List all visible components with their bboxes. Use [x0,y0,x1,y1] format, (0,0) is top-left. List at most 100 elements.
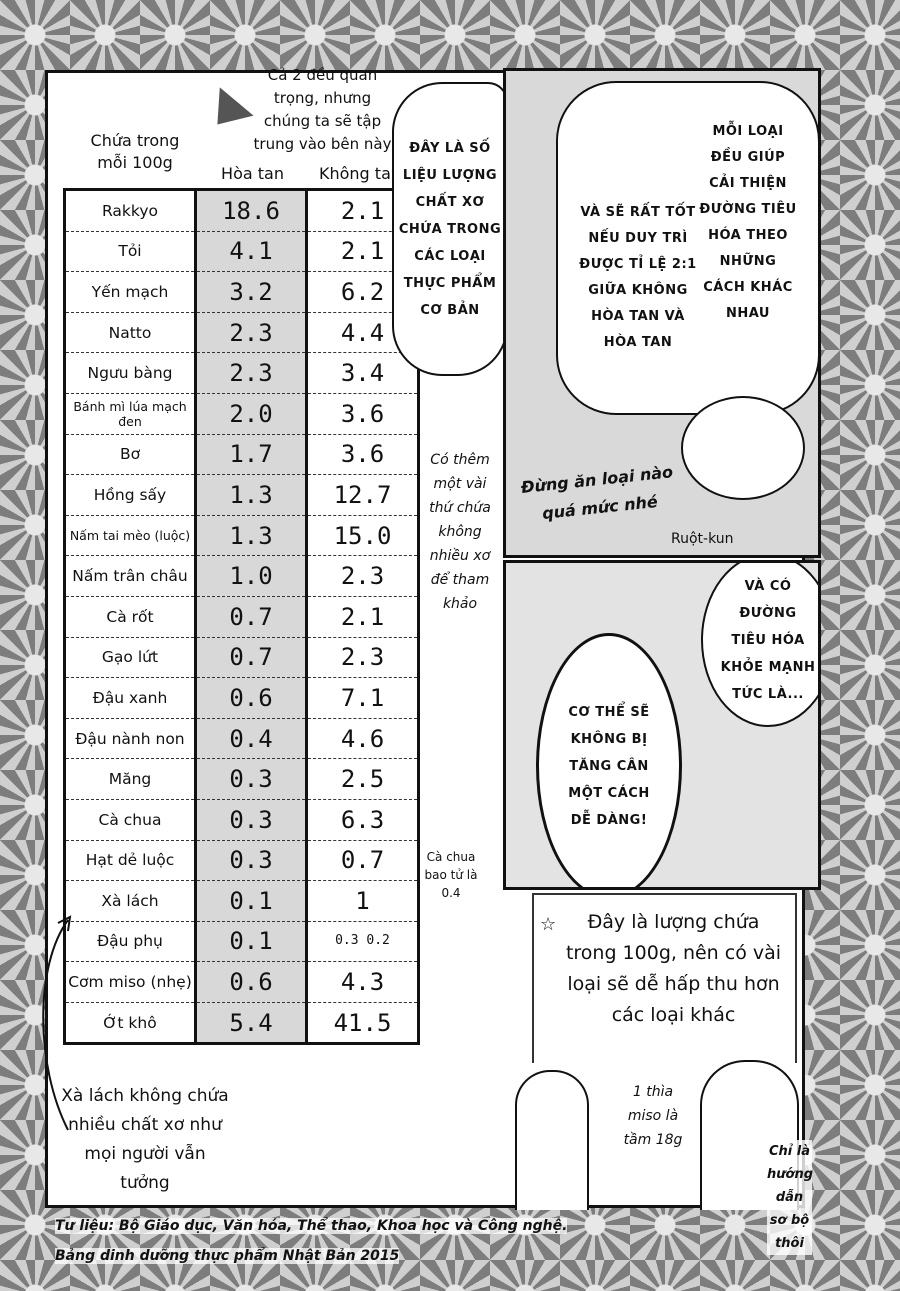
curved-arrow-icon [42,915,72,1131]
food-name: Hạt dẻ luộc [64,840,197,882]
rough-guide-note: Chỉ là hướng dẫn sơ bộ thôi [767,1140,813,1255]
dont-overeat-note: Đừng ăn loại nào quá mức nhé [520,462,674,523]
extra-items-note: Có thêm một vài thứ chứa không nhiều xơ … [429,452,491,612]
insoluble-value: 2.5 [306,758,419,800]
food-name: Xà lách [64,880,197,922]
table-row: Rakkyo 18.6 2.1 [64,189,419,232]
fiber-table: Rakkyo 18.6 2.1 Tỏi 4.1 2.1 Yến mạch 3.2 6.2 Natt… [63,188,420,1046]
soluble-value: 2.3 [195,312,308,354]
table-row: Nấm trân châu 1.0 2.3 [64,555,419,597]
table-row: Gạo lứt 0.7 2.3 [64,637,419,679]
speech-bubble-weight: CƠ THỂ SẼ KHÔNG BỊ TĂNG CÂN MỘT CÁCH DỄ … [536,633,682,887]
soluble-value: 0.7 [195,596,308,638]
speaker-label: Ruột-kun [671,531,734,547]
panel-middle-right: CƠ THỂ SẼ KHÔNG BỊ TĂNG CÂN MỘT CÁCH DỄ … [503,560,821,890]
soluble-value: 1.0 [195,555,308,597]
table-row: Cà chua 0.3 6.3 [64,799,419,841]
bubble-healthy-text: VÀ CÓ ĐƯỜNG TIÊU HÓA KHỎE MẠNH TỨC LÀ... [720,578,816,702]
speech-bubble-healthy: VÀ CÓ ĐƯỜNG TIÊU HÓA KHỎE MẠNH TỨC LÀ... [701,563,818,727]
soluble-value: 0.1 [195,921,308,963]
arrow-note: Cả 2 đều quan trọng, nhưng chúng ta sẽ t… [250,64,395,156]
soluble-value: 4.1 [195,231,308,273]
miso-spoon-note: 1 thìa miso là tầm 18g [623,1084,683,1148]
source-line-1: Tư liệu: Bộ Giáo dục, Văn hóa, Thể thao,… [55,1218,568,1234]
food-name: Cà rốt [64,596,197,638]
star-icon: ☆ [540,914,557,935]
food-name: Măng [64,758,197,800]
source-line-2: Bảng dinh dưỡng thực phẩm Nhật Bản 2015 [55,1248,400,1264]
soluble-value: 0.7 [195,637,308,679]
soluble-value: 5.4 [195,1002,308,1044]
food-name: Yến mạch [64,271,197,313]
soluble-value: 0.3 [195,758,308,800]
food-name: Bánh mì lúa mạch đen [64,393,197,435]
insoluble-value: 3.6 [306,393,419,435]
insoluble-value: 2.3 [306,555,419,597]
food-name: Hồng sấy [64,474,197,516]
soluble-value: 0.6 [195,677,308,719]
soluble-value: 2.0 [195,393,308,435]
per-100g-box: ☆ Đây là lượng chứa trong 100g, nên có v… [532,893,797,1063]
food-name: Cơm miso (nhẹ) [64,961,197,1003]
insoluble-value: 3.4 [306,352,419,394]
insoluble-value: 0.3 0.2 [306,921,419,963]
insoluble-value: 7.1 [306,677,419,719]
table-row: Xà lách 0.1 1 [64,880,419,922]
lettuce-note: Xà lách không chứa nhiều chất xơ như mọi… [61,1086,229,1193]
insoluble-value: 6.3 [306,799,419,841]
table-row: Nấm tai mèo (luộc) 1.3 15.0 [64,515,419,557]
soluble-value: 3.2 [195,271,308,313]
insoluble-value: 41.5 [333,1008,392,1037]
soluble-value: 0.1 [195,880,308,922]
soluble-value: 0.4 [195,718,308,760]
soluble-value: 0.3 [195,840,308,882]
table-row: Tỏi 4.1 2.1 [64,231,419,273]
table-row: Hạt dẻ luộc 0.3 0.7 [64,840,419,882]
food-name: Bơ [64,434,197,476]
row-label-line: Chứa trong [90,131,180,150]
arrow-note-line: trung vào bên này [253,135,392,153]
table-row: Bơ 1.7 3.6 [64,434,419,476]
food-name: Nấm trân châu [64,555,197,597]
table-row: Hồng sấy 1.3 12.7 [64,474,419,516]
soluble-value: 0.6 [195,961,308,1003]
arrow-note-line: Cả 2 đều quan [267,66,378,84]
table-row: Bánh mì lúa mạch đen 2.0 3.6 [64,393,419,435]
insoluble-value: 2.1 [306,596,419,638]
insoluble-value: 12.7 [306,474,419,516]
food-name: Gạo lứt [64,637,197,679]
food-name: Ớt khô [64,1002,197,1044]
soluble-value: 1.7 [195,434,308,476]
bubble-each-type-text: MỖI LOẠI ĐỀU GIÚP CẢI THIỆN ĐƯỜNG TIÊU H… [699,124,797,321]
table-row: Đậu nành non 0.4 4.6 [64,718,419,760]
soluble-value: 18.6 [195,189,308,232]
arrow-note-line: trọng, nhưng [273,89,372,107]
food-name: Đậu nành non [64,718,197,760]
panel-top-right: VÀ SẼ RẤT TỐT NẾU DUY TRÌ ĐƯỢC TỈ LỆ 2:1… [503,68,821,558]
character-face-icon [681,396,805,500]
table-row: Natto 2.3 4.4 [64,312,419,354]
character-left-icon [515,1070,589,1210]
insoluble-value: 0.7 [306,840,419,882]
soluble-value: 0.3 [195,799,308,841]
insoluble-value: 4.3 [306,961,419,1003]
thought-bubble: VÀ SẼ RẤT TỐT NẾU DUY TRÌ ĐƯỢC TỈ LỆ 2:1… [556,81,818,415]
table-row: Yến mạch 3.2 6.2 [64,271,419,313]
food-name: Natto [64,312,197,354]
table-row: Đậu xanh 0.6 7.1 [64,677,419,719]
col-header-soluble: Hòa tan [221,164,284,183]
table-row: Ngưu bàng 2.3 3.4 [64,352,419,394]
soluble-value: 1.3 [195,515,308,557]
food-name: Rakkyo [64,189,197,232]
bubble-weight-text: CƠ THỂ SẼ KHÔNG BỊ TĂNG CÂN MỘT CÁCH DỄ … [568,704,650,828]
speech-bubble-data-intro: ĐÂY LÀ SỐ LIỆU LƯỢNG CHẤT XƠ CHỨA TRONG … [392,82,508,376]
table-row: Cà rốt 0.7 2.1 [64,596,419,638]
table-row: Đậu phụ 0.1 0.3 0.2 [64,921,419,963]
per-100g-text: Đây là lượng chứa trong 100g, nên có vài… [565,911,782,1026]
table-row: Ớt khô 5.4 41.5 [64,1002,419,1044]
insoluble-value: 3.6 [306,434,419,476]
food-name: Nấm tai mèo (luộc) [64,515,197,557]
table-row: Cơm miso (nhẹ) 0.6 4.3 [64,961,419,1003]
row-label-line: mỗi 100g [97,153,173,172]
food-name: Tỏi [64,231,197,273]
